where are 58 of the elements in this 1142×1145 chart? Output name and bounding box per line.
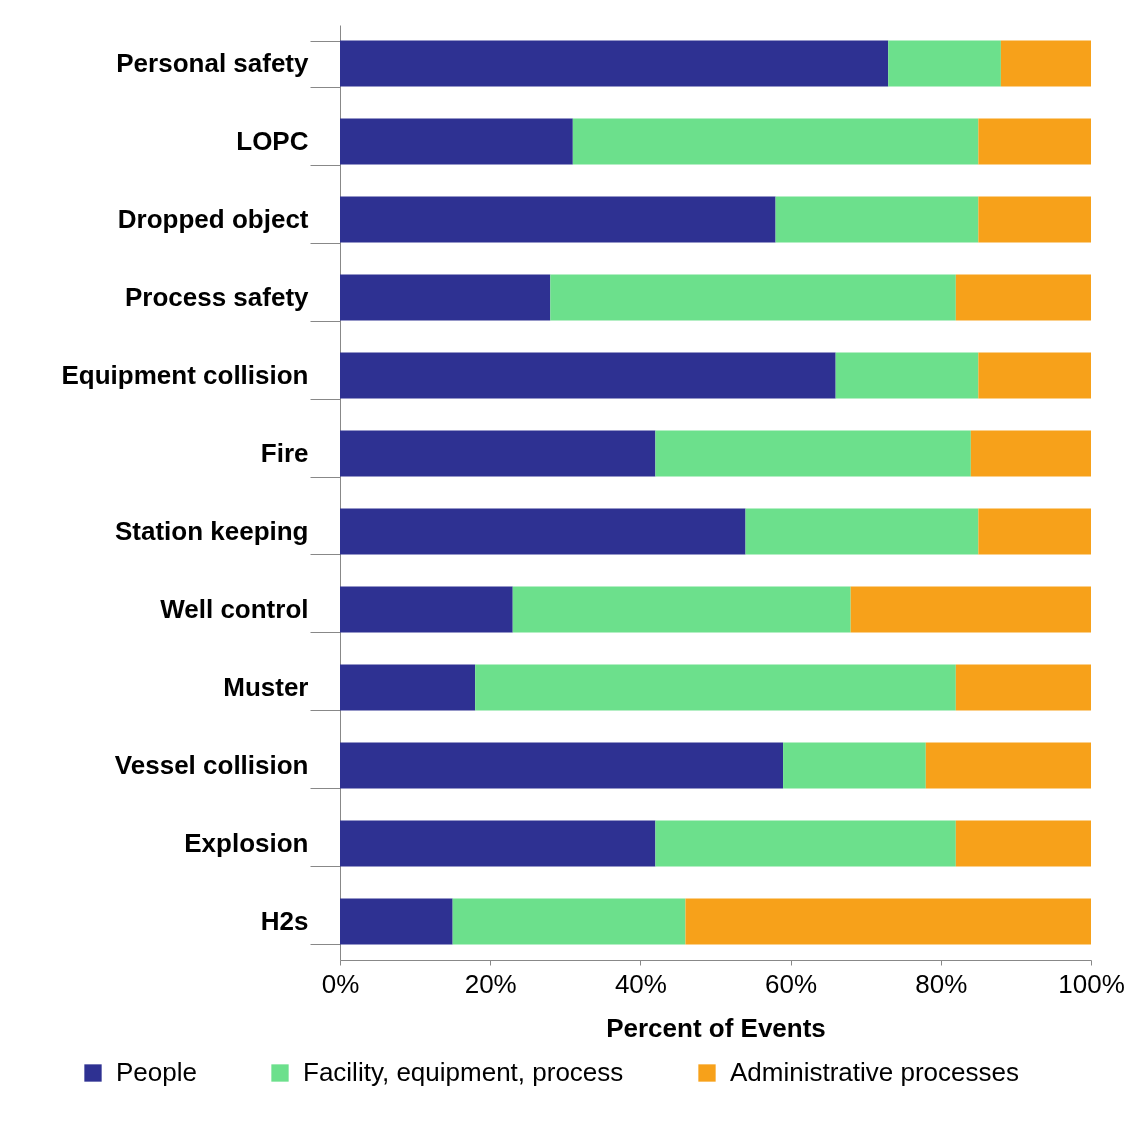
y-tick-label: Well control [160, 593, 309, 624]
bar [550, 274, 956, 321]
bar [340, 664, 476, 711]
bar [475, 664, 956, 711]
y-tick-label: Dropped object [117, 204, 309, 235]
bar [512, 586, 851, 633]
bar [340, 586, 513, 633]
bar [970, 430, 1091, 477]
bar [850, 586, 1091, 633]
bar [340, 508, 746, 555]
y-tick-label: Fire [260, 438, 309, 469]
bar [978, 508, 1091, 555]
bar [955, 664, 1091, 711]
bar [1000, 40, 1091, 87]
bar [655, 820, 956, 867]
bar [340, 742, 784, 789]
bar [340, 274, 551, 321]
bar [925, 742, 1091, 789]
x-tick-label: 80% [915, 968, 968, 999]
x-tick-label: 100% [1058, 968, 1125, 999]
x-tick-label: 60% [765, 968, 818, 999]
x-tick-label: 0% [321, 968, 360, 999]
y-tick-label: Explosion [184, 827, 309, 858]
bar [783, 742, 926, 789]
y-tick-label: Personal safety [116, 48, 310, 79]
y-tick-label: Equipment collision [61, 360, 309, 391]
bar [340, 118, 573, 165]
y-tick-label: LOPC [236, 126, 309, 157]
legend-label: Facility, equipment, process [303, 1057, 624, 1087]
legend-label: People [116, 1057, 197, 1087]
bar [340, 430, 656, 477]
bar [340, 40, 889, 87]
y-tick-label: Station keeping [114, 515, 309, 546]
bar [340, 898, 453, 945]
bar [655, 430, 971, 477]
bar [978, 352, 1091, 399]
y-tick-label: Process safety [124, 282, 310, 313]
x-tick-label: 40% [614, 968, 667, 999]
y-tick-label: Muster [223, 671, 309, 702]
bar [888, 40, 1001, 87]
y-tick-label: Vessel collision [114, 749, 309, 780]
bar [955, 820, 1091, 867]
x-tick-label: 20% [464, 968, 517, 999]
bar [775, 196, 979, 243]
x-axis-title: Percent of Events [606, 1012, 826, 1043]
bar [955, 274, 1091, 321]
bar [685, 898, 1091, 945]
y-tick-label: H2s [260, 905, 309, 936]
bar [572, 118, 979, 165]
bar [978, 196, 1091, 243]
bar [745, 508, 979, 555]
legend-label: Administrative processes [730, 1057, 1019, 1087]
bar [835, 352, 979, 399]
bar [340, 352, 836, 399]
bar [452, 898, 686, 945]
bar [340, 820, 656, 867]
bar [340, 196, 776, 243]
bar [978, 118, 1091, 165]
